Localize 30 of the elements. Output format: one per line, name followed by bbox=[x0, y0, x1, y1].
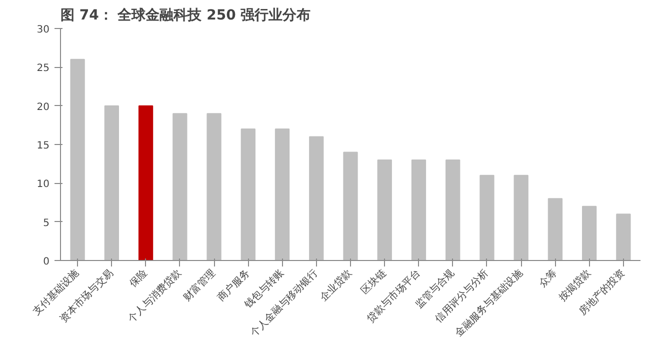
x-tick-label: 众筹 bbox=[536, 266, 560, 290]
y-tick-label: 30 bbox=[36, 24, 50, 36]
bar bbox=[104, 105, 119, 260]
bar bbox=[309, 136, 324, 260]
bar bbox=[240, 128, 256, 260]
bar bbox=[446, 159, 460, 260]
x-tick-label: 财富管理 bbox=[181, 266, 218, 304]
y-tick-label: 25 bbox=[36, 63, 50, 74]
bar bbox=[274, 128, 290, 260]
bar bbox=[548, 198, 563, 260]
x-tick-label: 企业贷款 bbox=[318, 266, 354, 304]
x-tick-label: 区块链 bbox=[358, 266, 389, 297]
x-tick-label: 保险 bbox=[127, 266, 150, 290]
bar bbox=[206, 113, 222, 260]
bar bbox=[582, 206, 597, 260]
bar bbox=[70, 58, 85, 260]
bar bbox=[514, 174, 528, 260]
bar bbox=[411, 159, 426, 260]
y-tick-label: 10 bbox=[36, 179, 50, 190]
bar bbox=[138, 105, 154, 260]
bar bbox=[172, 113, 188, 260]
bar bbox=[343, 152, 358, 260]
y-tick-label: 0 bbox=[43, 256, 50, 268]
y-tick-label: 15 bbox=[36, 140, 50, 152]
bar bbox=[616, 214, 631, 260]
bar bbox=[480, 174, 494, 260]
chart-title: 图 74： 全球金融科技 250 强行业分布 bbox=[60, 8, 311, 24]
y-tick-label: 20 bbox=[36, 102, 50, 113]
bar bbox=[377, 159, 392, 260]
y-tick-label: 5 bbox=[43, 218, 50, 229]
